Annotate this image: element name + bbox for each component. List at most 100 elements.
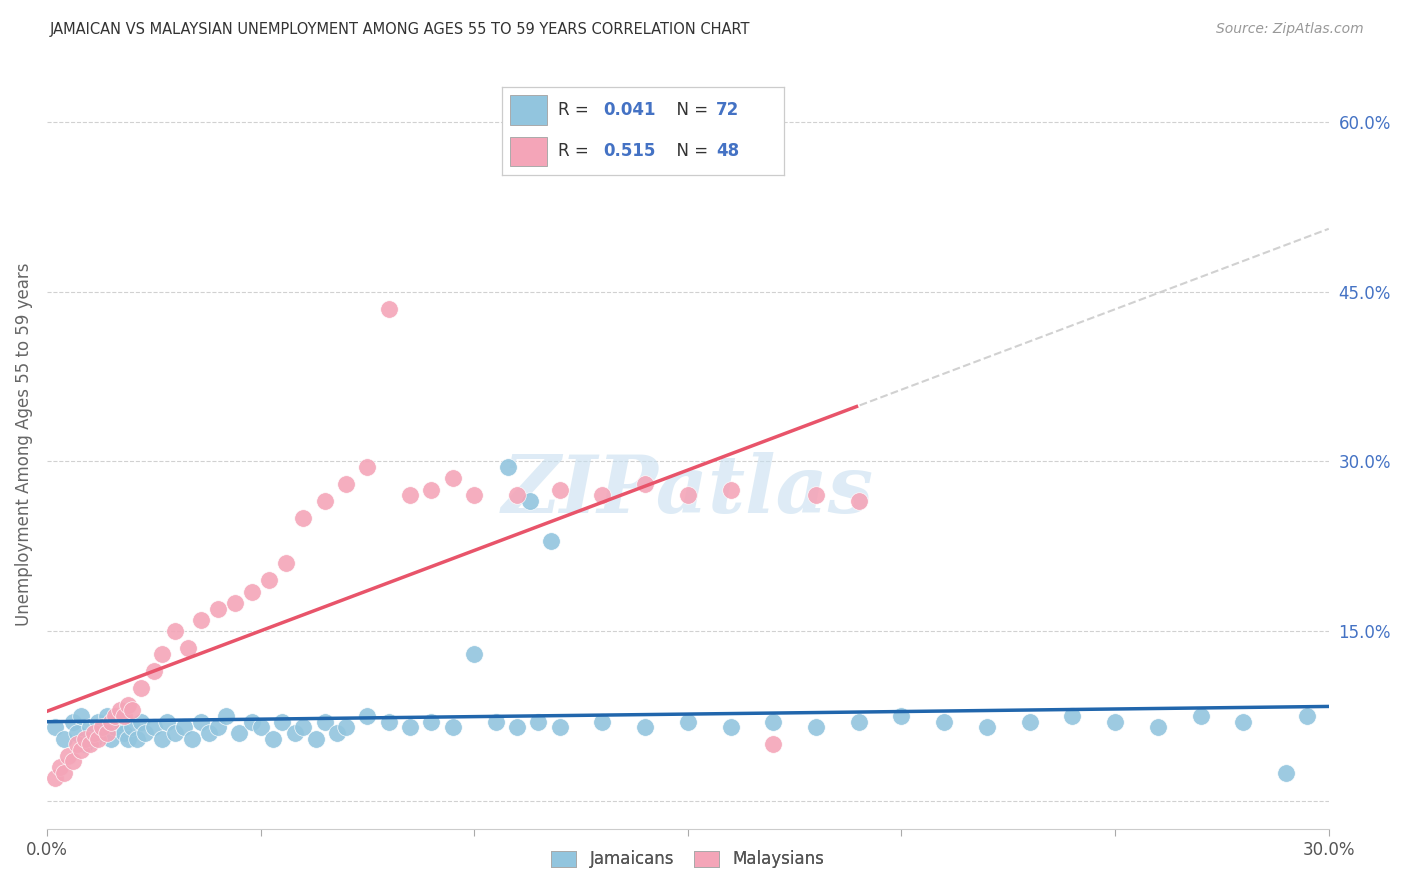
Point: [441, 721, 464, 735]
Point: [257, 574, 280, 588]
Point: [356, 709, 378, 723]
Point: [100, 731, 122, 746]
Point: [335, 721, 357, 735]
Point: [190, 714, 212, 729]
Point: [720, 721, 742, 735]
Point: [848, 714, 870, 729]
Point: [66, 738, 89, 752]
Point: [335, 477, 357, 491]
Point: [62, 714, 84, 729]
Legend: Jamaicans, Malaysians: Jamaicans, Malaysians: [544, 844, 831, 875]
Point: [165, 726, 187, 740]
Point: [104, 709, 127, 723]
Point: [540, 533, 562, 548]
Point: [762, 714, 785, 729]
Point: [506, 488, 529, 502]
Point: [762, 738, 785, 752]
Point: [498, 460, 520, 475]
Point: [441, 471, 464, 485]
Point: [420, 714, 443, 729]
Point: [165, 624, 187, 639]
Point: [70, 743, 93, 757]
Point: [79, 721, 101, 735]
Point: [326, 726, 349, 740]
Point: [87, 714, 110, 729]
Point: [155, 714, 177, 729]
Point: [91, 721, 114, 735]
Point: [519, 494, 541, 508]
Point: [634, 477, 657, 491]
Point: [181, 731, 204, 746]
Point: [1275, 765, 1298, 780]
Point: [292, 721, 315, 735]
Point: [1062, 709, 1084, 723]
Point: [463, 647, 485, 661]
Point: [53, 731, 76, 746]
Point: [284, 726, 307, 740]
Text: ZIPatlas: ZIPatlas: [502, 452, 875, 530]
Point: [53, 765, 76, 780]
Point: [177, 641, 200, 656]
Point: [1189, 709, 1212, 723]
Point: [228, 726, 250, 740]
Point: [890, 709, 912, 723]
Point: [215, 709, 238, 723]
Point: [121, 721, 143, 735]
Point: [1104, 714, 1126, 729]
Point: [240, 584, 263, 599]
Point: [1232, 714, 1254, 729]
Point: [634, 721, 657, 735]
Point: [484, 714, 506, 729]
Point: [125, 731, 148, 746]
Point: [276, 557, 298, 571]
Point: [506, 721, 529, 735]
Point: [79, 738, 101, 752]
Point: [591, 714, 613, 729]
Point: [548, 721, 571, 735]
Point: [1296, 709, 1319, 723]
Point: [142, 721, 165, 735]
Point: [150, 647, 173, 661]
Point: [207, 601, 229, 615]
Point: [91, 726, 114, 740]
Point: [249, 721, 271, 735]
Text: Source: ZipAtlas.com: Source: ZipAtlas.com: [1216, 22, 1364, 37]
Point: [934, 714, 956, 729]
Point: [377, 301, 399, 316]
Point: [976, 721, 998, 735]
Point: [198, 726, 221, 740]
Point: [100, 714, 122, 729]
Point: [676, 488, 699, 502]
Point: [399, 488, 422, 502]
Point: [117, 731, 139, 746]
Point: [720, 483, 742, 497]
Point: [314, 714, 336, 729]
Point: [207, 721, 229, 735]
Point: [420, 483, 443, 497]
Point: [112, 726, 135, 740]
Point: [117, 698, 139, 712]
Point: [270, 714, 292, 729]
Point: [240, 714, 263, 729]
Point: [848, 494, 870, 508]
Point: [75, 738, 97, 752]
Point: [70, 709, 93, 723]
Point: [44, 772, 66, 786]
Point: [129, 714, 152, 729]
Point: [356, 460, 378, 475]
Point: [1018, 714, 1040, 729]
Point: [804, 488, 827, 502]
Point: [48, 760, 70, 774]
Point: [224, 596, 246, 610]
Point: [676, 714, 699, 729]
Point: [108, 714, 131, 729]
Point: [399, 721, 422, 735]
Point: [75, 731, 97, 746]
Point: [96, 726, 118, 740]
Point: [142, 664, 165, 678]
Point: [804, 721, 827, 735]
Y-axis label: Unemployment Among Ages 55 to 59 years: Unemployment Among Ages 55 to 59 years: [15, 263, 32, 626]
Point: [83, 726, 105, 740]
Point: [314, 494, 336, 508]
Point: [66, 726, 89, 740]
